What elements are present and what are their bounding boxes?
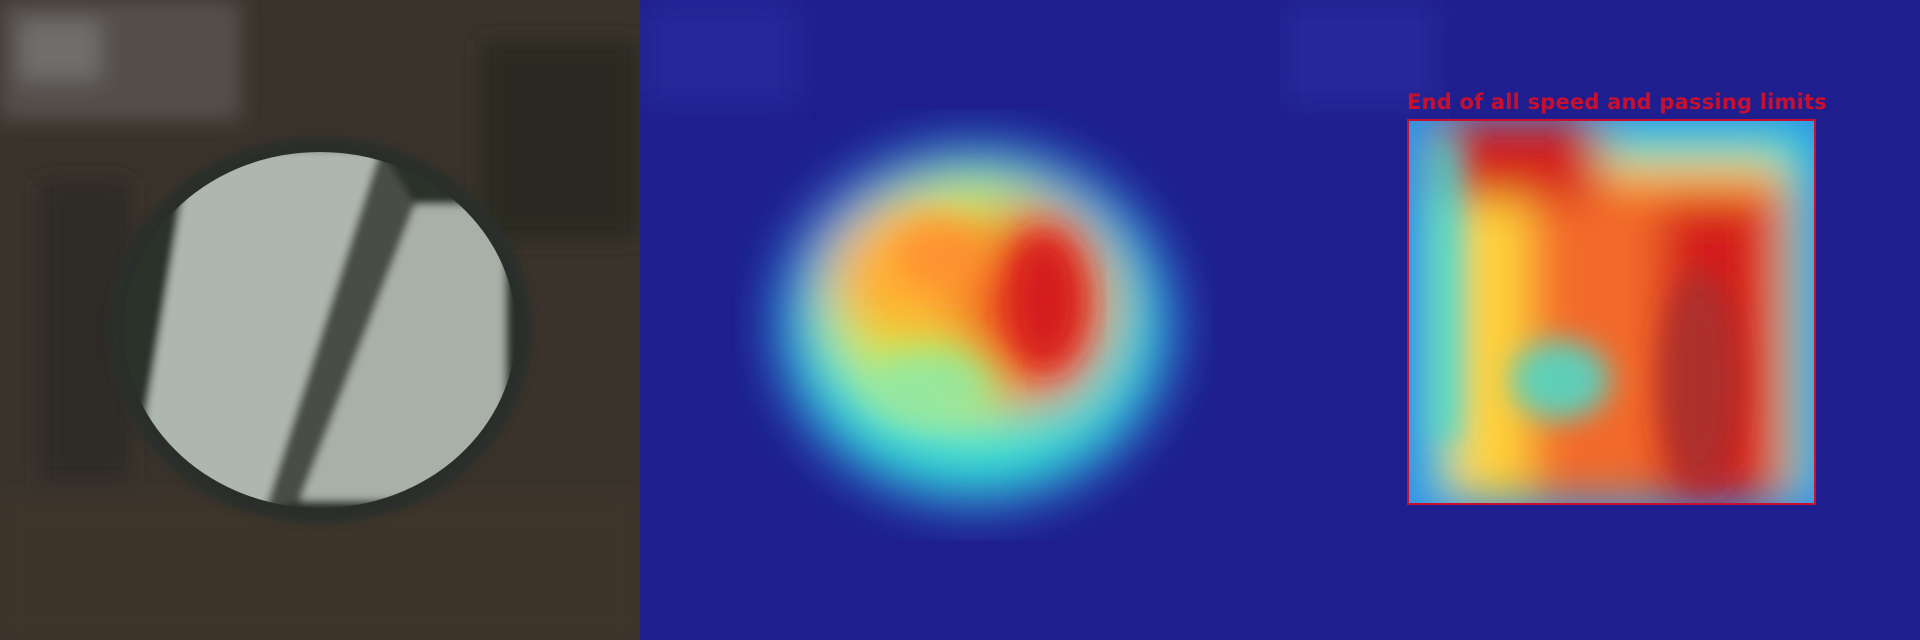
attention-heatmap [640, 0, 1280, 640]
detection-heatmap [1280, 0, 1920, 640]
detection-label: End of all speed and passing limits [1407, 90, 1827, 114]
original-image-panel [0, 0, 640, 640]
heatmap-overlay-panel [640, 0, 1280, 640]
detection-overlay-panel: End of all speed and passing limits [1280, 0, 1920, 640]
original-traffic-sign-image [0, 0, 640, 640]
detection-bounding-box [1407, 119, 1816, 505]
